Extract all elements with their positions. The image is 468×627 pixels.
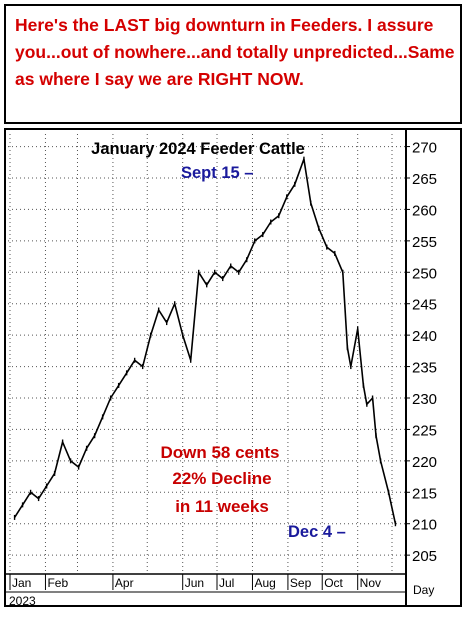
x-axis-label: Day bbox=[413, 583, 434, 597]
y-tick-label: 235 bbox=[412, 360, 437, 377]
y-tick-label: 220 bbox=[412, 454, 437, 471]
month-label: Jun bbox=[185, 576, 204, 590]
y-tick-label: 270 bbox=[412, 140, 437, 157]
y-tick-label: 215 bbox=[412, 485, 437, 502]
series-layer bbox=[13, 156, 397, 527]
y-tick-label: 255 bbox=[412, 234, 437, 251]
decline-annotation-line1: Down 58 cents bbox=[160, 443, 279, 462]
y-tick-label: 205 bbox=[412, 548, 437, 565]
chart-title: January 2024 Feeder Cattle bbox=[91, 140, 305, 158]
month-label: Jan bbox=[12, 576, 31, 590]
y-tick-label: 225 bbox=[412, 422, 437, 439]
price-series-line bbox=[13, 158, 397, 524]
headline-text: Here's the LAST big downturn in Feeders.… bbox=[15, 15, 455, 89]
decline-annotation-line2: 22% Decline bbox=[172, 469, 271, 488]
headline-banner: Here's the LAST big downturn in Feeders.… bbox=[4, 4, 462, 124]
y-tick-label: 265 bbox=[412, 171, 437, 188]
peak-annotation: Sept 15 – bbox=[181, 164, 253, 182]
grid-layer bbox=[8, 134, 406, 574]
month-label: Aug bbox=[254, 576, 275, 590]
y-tick-label: 230 bbox=[412, 391, 437, 408]
month-label: Apr bbox=[115, 576, 134, 590]
y-tick-label: 250 bbox=[412, 265, 437, 282]
label-layer: January 2024 Feeder Cattle Sept 15 – Dec… bbox=[9, 140, 434, 608]
month-label: Nov bbox=[360, 576, 381, 590]
month-label: Feb bbox=[47, 576, 68, 590]
y-tick-label: 210 bbox=[412, 517, 437, 534]
year-label: 2023 bbox=[9, 594, 36, 608]
month-label: Sep bbox=[290, 576, 312, 590]
month-label: Jul bbox=[219, 576, 234, 590]
y-tick-label: 240 bbox=[412, 328, 437, 345]
y-tick-label: 245 bbox=[412, 297, 437, 314]
axis-layer: 205 210 215 220 225 230 235 240 245 250 255 260 265 2… bbox=[6, 128, 437, 605]
month-label: Oct bbox=[324, 576, 343, 590]
decline-annotation-line3: in 11 weeks bbox=[175, 497, 269, 516]
chart-frame bbox=[4, 128, 462, 607]
low-annotation: Dec 4 – bbox=[288, 523, 346, 541]
y-tick-label: 260 bbox=[412, 202, 437, 219]
